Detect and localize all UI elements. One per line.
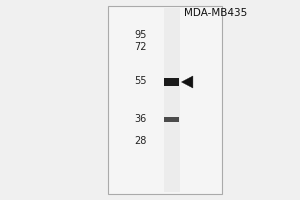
Text: 72: 72 [134, 42, 147, 52]
Text: 36: 36 [135, 114, 147, 124]
Bar [164, 116, 179, 121]
Polygon shape [182, 76, 193, 88]
Text: 28: 28 [135, 136, 147, 146]
Text: 55: 55 [134, 76, 147, 86]
Bar [108, 6, 222, 194]
Bar [164, 8, 180, 192]
Text: 95: 95 [135, 30, 147, 40]
Bar [164, 78, 179, 86]
Text: MDA-MB435: MDA-MB435 [184, 8, 248, 18]
